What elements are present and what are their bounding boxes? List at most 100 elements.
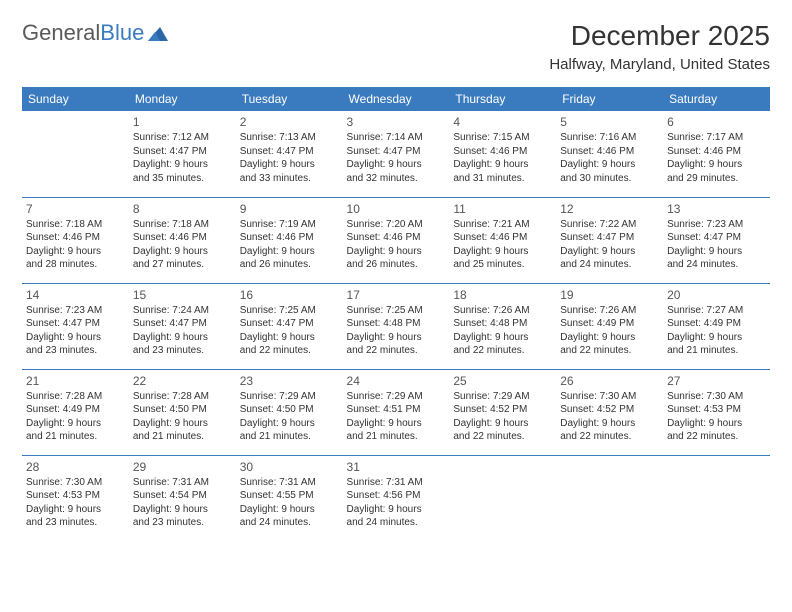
day-sunset: Sunset: 4:46 PM — [453, 145, 552, 159]
day-cell: 4Sunrise: 7:15 AMSunset: 4:46 PMDaylight… — [449, 111, 556, 197]
day-sunset: Sunset: 4:53 PM — [26, 489, 125, 503]
day-daylight1: Daylight: 9 hours — [347, 417, 446, 431]
day-sunrise: Sunrise: 7:12 AM — [133, 131, 232, 145]
weekday-0: Sunday — [22, 87, 129, 111]
day-daylight2: and 25 minutes. — [453, 258, 552, 272]
day-cell: 19Sunrise: 7:26 AMSunset: 4:49 PMDayligh… — [556, 283, 663, 369]
day-sunrise: Sunrise: 7:18 AM — [26, 218, 125, 232]
logo-part1: General — [22, 20, 100, 45]
day-daylight2: and 27 minutes. — [133, 258, 232, 272]
day-number: 27 — [667, 373, 766, 389]
logo-text: GeneralBlue — [22, 20, 144, 46]
day-sunrise: Sunrise: 7:31 AM — [347, 476, 446, 490]
day-cell: 9Sunrise: 7:19 AMSunset: 4:46 PMDaylight… — [236, 197, 343, 283]
day-sunrise: Sunrise: 7:30 AM — [667, 390, 766, 404]
day-sunrise: Sunrise: 7:24 AM — [133, 304, 232, 318]
day-daylight1: Daylight: 9 hours — [133, 245, 232, 259]
day-sunset: Sunset: 4:48 PM — [453, 317, 552, 331]
day-number: 25 — [453, 373, 552, 389]
day-daylight2: and 24 minutes. — [667, 258, 766, 272]
day-daylight1: Daylight: 9 hours — [26, 245, 125, 259]
day-sunset: Sunset: 4:47 PM — [560, 231, 659, 245]
week-row: 21Sunrise: 7:28 AMSunset: 4:49 PMDayligh… — [22, 369, 770, 455]
day-daylight2: and 23 minutes. — [26, 344, 125, 358]
day-sunrise: Sunrise: 7:29 AM — [347, 390, 446, 404]
weekday-4: Thursday — [449, 87, 556, 111]
day-daylight2: and 21 minutes. — [667, 344, 766, 358]
day-sunset: Sunset: 4:46 PM — [347, 231, 446, 245]
day-daylight1: Daylight: 9 hours — [133, 158, 232, 172]
day-cell: 30Sunrise: 7:31 AMSunset: 4:55 PMDayligh… — [236, 455, 343, 541]
day-sunset: Sunset: 4:47 PM — [347, 145, 446, 159]
day-cell: 27Sunrise: 7:30 AMSunset: 4:53 PMDayligh… — [663, 369, 770, 455]
day-cell: 21Sunrise: 7:28 AMSunset: 4:49 PMDayligh… — [22, 369, 129, 455]
day-cell: 5Sunrise: 7:16 AMSunset: 4:46 PMDaylight… — [556, 111, 663, 197]
day-sunset: Sunset: 4:46 PM — [453, 231, 552, 245]
day-daylight2: and 26 minutes. — [240, 258, 339, 272]
day-sunset: Sunset: 4:46 PM — [26, 231, 125, 245]
day-cell: 18Sunrise: 7:26 AMSunset: 4:48 PMDayligh… — [449, 283, 556, 369]
day-sunset: Sunset: 4:47 PM — [26, 317, 125, 331]
day-daylight1: Daylight: 9 hours — [453, 417, 552, 431]
day-sunrise: Sunrise: 7:21 AM — [453, 218, 552, 232]
day-sunrise: Sunrise: 7:23 AM — [26, 304, 125, 318]
day-daylight1: Daylight: 9 hours — [26, 503, 125, 517]
day-cell: 12Sunrise: 7:22 AMSunset: 4:47 PMDayligh… — [556, 197, 663, 283]
day-number: 14 — [26, 287, 125, 303]
day-cell: 31Sunrise: 7:31 AMSunset: 4:56 PMDayligh… — [343, 455, 450, 541]
day-sunrise: Sunrise: 7:25 AM — [347, 304, 446, 318]
day-cell: 11Sunrise: 7:21 AMSunset: 4:46 PMDayligh… — [449, 197, 556, 283]
day-daylight1: Daylight: 9 hours — [560, 158, 659, 172]
day-sunrise: Sunrise: 7:30 AM — [26, 476, 125, 490]
day-sunset: Sunset: 4:56 PM — [347, 489, 446, 503]
day-cell: 24Sunrise: 7:29 AMSunset: 4:51 PMDayligh… — [343, 369, 450, 455]
day-sunset: Sunset: 4:49 PM — [560, 317, 659, 331]
day-cell: 23Sunrise: 7:29 AMSunset: 4:50 PMDayligh… — [236, 369, 343, 455]
day-daylight1: Daylight: 9 hours — [26, 331, 125, 345]
day-number: 18 — [453, 287, 552, 303]
day-daylight2: and 33 minutes. — [240, 172, 339, 186]
day-daylight2: and 21 minutes. — [26, 430, 125, 444]
day-number: 17 — [347, 287, 446, 303]
day-daylight2: and 24 minutes. — [347, 516, 446, 530]
day-sunrise: Sunrise: 7:29 AM — [240, 390, 339, 404]
week-row: 7Sunrise: 7:18 AMSunset: 4:46 PMDaylight… — [22, 197, 770, 283]
calendar-body: 1Sunrise: 7:12 AMSunset: 4:47 PMDaylight… — [22, 111, 770, 541]
day-sunrise: Sunrise: 7:26 AM — [560, 304, 659, 318]
day-cell: 14Sunrise: 7:23 AMSunset: 4:47 PMDayligh… — [22, 283, 129, 369]
month-year: December 2025 — [549, 20, 770, 52]
day-sunrise: Sunrise: 7:25 AM — [240, 304, 339, 318]
day-number: 5 — [560, 114, 659, 130]
day-daylight1: Daylight: 9 hours — [667, 158, 766, 172]
day-sunrise: Sunrise: 7:26 AM — [453, 304, 552, 318]
day-daylight1: Daylight: 9 hours — [240, 417, 339, 431]
day-number: 8 — [133, 201, 232, 217]
day-sunset: Sunset: 4:50 PM — [240, 403, 339, 417]
day-sunset: Sunset: 4:46 PM — [240, 231, 339, 245]
weekday-2: Tuesday — [236, 87, 343, 111]
day-sunset: Sunset: 4:46 PM — [667, 145, 766, 159]
day-sunset: Sunset: 4:51 PM — [347, 403, 446, 417]
day-daylight1: Daylight: 9 hours — [347, 158, 446, 172]
day-sunset: Sunset: 4:55 PM — [240, 489, 339, 503]
day-sunrise: Sunrise: 7:28 AM — [26, 390, 125, 404]
day-daylight1: Daylight: 9 hours — [26, 417, 125, 431]
day-daylight1: Daylight: 9 hours — [453, 245, 552, 259]
day-number: 7 — [26, 201, 125, 217]
day-sunrise: Sunrise: 7:19 AM — [240, 218, 339, 232]
day-daylight1: Daylight: 9 hours — [133, 417, 232, 431]
day-sunset: Sunset: 4:46 PM — [560, 145, 659, 159]
day-sunrise: Sunrise: 7:17 AM — [667, 131, 766, 145]
day-sunrise: Sunrise: 7:27 AM — [667, 304, 766, 318]
day-number: 11 — [453, 201, 552, 217]
day-daylight1: Daylight: 9 hours — [133, 331, 232, 345]
day-daylight2: and 22 minutes. — [560, 430, 659, 444]
day-cell: 13Sunrise: 7:23 AMSunset: 4:47 PMDayligh… — [663, 197, 770, 283]
day-daylight2: and 32 minutes. — [347, 172, 446, 186]
day-cell: 3Sunrise: 7:14 AMSunset: 4:47 PMDaylight… — [343, 111, 450, 197]
day-sunset: Sunset: 4:47 PM — [133, 317, 232, 331]
day-cell: 17Sunrise: 7:25 AMSunset: 4:48 PMDayligh… — [343, 283, 450, 369]
day-daylight1: Daylight: 9 hours — [560, 331, 659, 345]
day-cell: 7Sunrise: 7:18 AMSunset: 4:46 PMDaylight… — [22, 197, 129, 283]
day-sunrise: Sunrise: 7:15 AM — [453, 131, 552, 145]
